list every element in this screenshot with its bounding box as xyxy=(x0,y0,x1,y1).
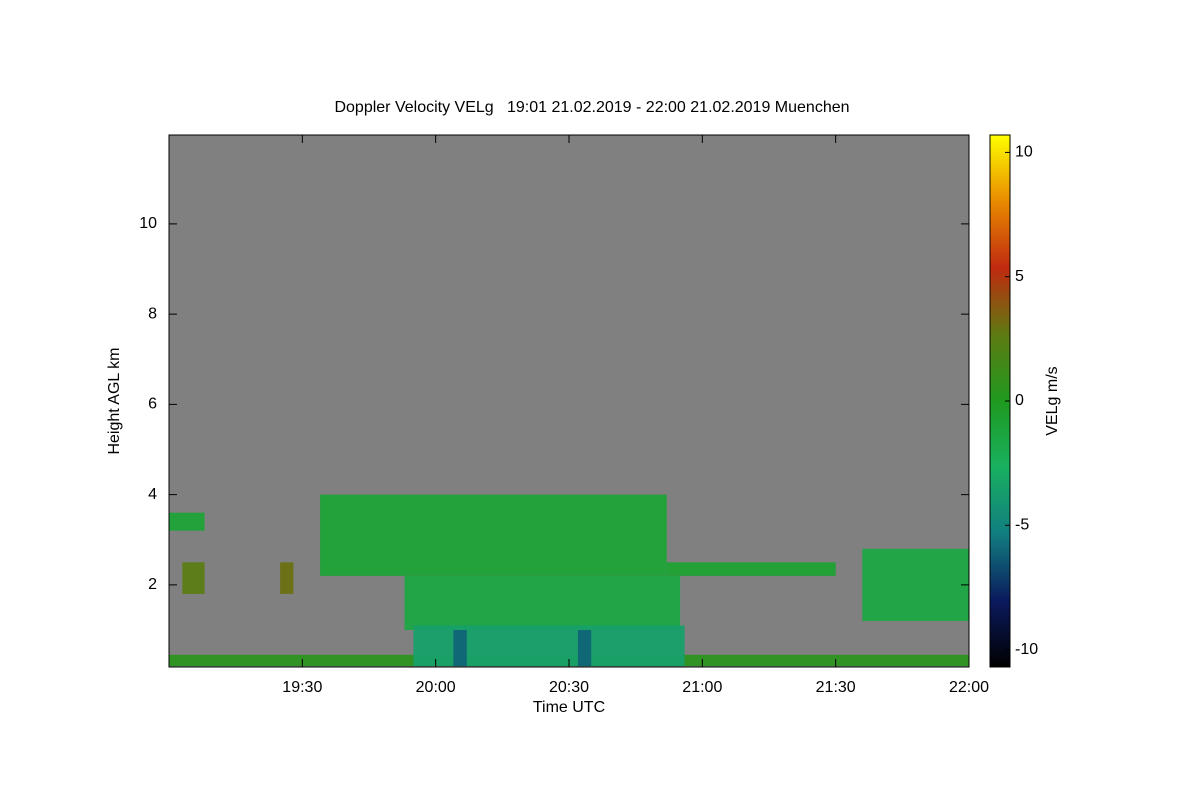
y-tick-label: 4 xyxy=(148,486,157,503)
x-tick-label: 22:00 xyxy=(949,679,989,696)
x-axis-label: Time UTC xyxy=(533,699,605,716)
x-tick-label: 20:00 xyxy=(416,679,456,696)
echo-region xyxy=(862,548,969,621)
y-tick-label: 10 xyxy=(139,215,157,232)
echo-region xyxy=(182,562,205,594)
y-tick-label: 2 xyxy=(148,576,157,593)
echo-region xyxy=(666,562,836,576)
x-tick-label: 20:30 xyxy=(549,679,589,696)
colorbar-tick-label: -10 xyxy=(1015,641,1038,658)
x-tick-label: 21:30 xyxy=(816,679,856,696)
y-tick-label: 6 xyxy=(148,396,157,413)
colorbar-tick-label: -5 xyxy=(1015,517,1029,534)
echo-region xyxy=(280,562,294,594)
y-tick-label: 8 xyxy=(148,305,157,322)
echo-region xyxy=(453,629,467,667)
y-axis-label: Height AGL km xyxy=(106,347,123,454)
chart-title: Doppler Velocity VELg 19:01 21.02.2019 -… xyxy=(334,99,849,116)
x-tick-label: 19:30 xyxy=(282,679,322,696)
echo-region xyxy=(577,629,592,667)
colorbar-tick-label: 0 xyxy=(1015,392,1024,409)
colorbar-tick-label: 5 xyxy=(1015,268,1024,285)
echo-region xyxy=(320,494,667,576)
colorbar-tick-label: 10 xyxy=(1015,144,1033,161)
echo-region xyxy=(404,575,681,630)
echo-region xyxy=(169,512,205,531)
colorbar-label: VELg m/s xyxy=(1044,366,1061,435)
x-tick-label: 21:00 xyxy=(682,679,722,696)
